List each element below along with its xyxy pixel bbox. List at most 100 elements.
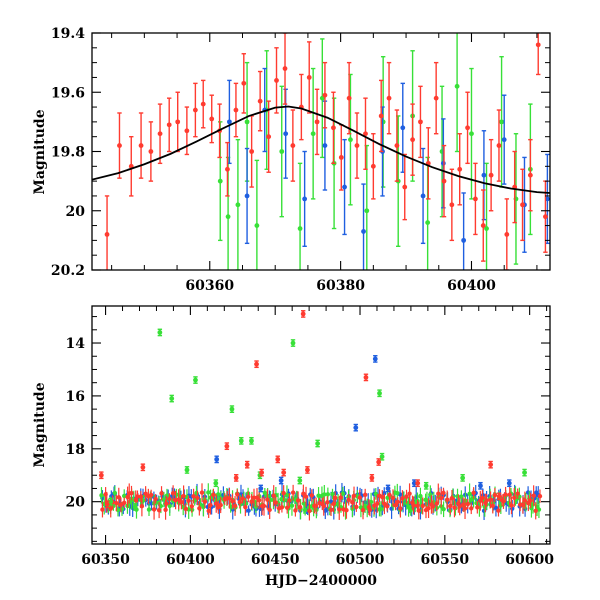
- baseline-point: [509, 496, 514, 515]
- red-data-point: [249, 115, 255, 188]
- baseline-point: [167, 493, 172, 505]
- baseline-point: [452, 498, 457, 518]
- baseline-point: [181, 485, 186, 507]
- baseline-point: [367, 503, 373, 517]
- green-data-point: [157, 328, 163, 337]
- baseline-point: [293, 504, 298, 517]
- green-data-point: [315, 439, 321, 448]
- red-data-point: [449, 168, 455, 242]
- red-data-point: [370, 133, 376, 200]
- baseline-point: [284, 485, 290, 505]
- red-data-point: [98, 471, 104, 480]
- red-data-point: [473, 162, 478, 236]
- x-tick-label: 60400: [447, 278, 496, 294]
- baseline-point: [256, 491, 262, 510]
- bottom-panel: 60350 60400 60450 60500 60550 60600 14 16 18 20 M…: [32, 305, 554, 589]
- bottom-plot-area: [98, 310, 543, 521]
- y-tick-label: 19.6: [51, 85, 85, 101]
- baseline-point: [333, 491, 338, 505]
- baseline-point: [262, 487, 268, 498]
- baseline-point: [290, 484, 296, 501]
- baseline-point: [216, 486, 221, 502]
- green-data-point: [522, 468, 527, 477]
- top-panel: 60360 60380 60400 19.4 19.6 19.8 20 20.2 Magnit…: [32, 26, 551, 294]
- red-data-point: [224, 442, 230, 451]
- baseline-point: [129, 485, 134, 501]
- baseline-point: [420, 497, 425, 515]
- baseline-point: [151, 499, 157, 520]
- blue-data-point: [411, 479, 417, 488]
- red-data-point: [254, 360, 259, 369]
- red-data-point: [394, 109, 400, 182]
- baseline-point: [99, 487, 104, 504]
- blue-data-point: [372, 355, 378, 363]
- green-data-point: [108, 497, 114, 506]
- baseline-point: [346, 494, 351, 506]
- baseline-band: [99, 482, 543, 521]
- y-tick-label: 19.8: [51, 145, 85, 161]
- red-data-point: [504, 198, 510, 270]
- x-tick-label: 60360: [185, 278, 234, 294]
- baseline-point: [183, 503, 189, 515]
- baseline-point: [400, 490, 405, 507]
- baseline-point: [390, 489, 396, 507]
- baseline-point: [232, 496, 238, 516]
- green-data-point: [423, 481, 429, 490]
- red-data-point: [512, 150, 518, 224]
- blue-data-point: [278, 476, 284, 485]
- baseline-point: [378, 501, 384, 517]
- red-data-point: [402, 153, 408, 221]
- baseline-point: [267, 500, 272, 520]
- baseline-point: [360, 500, 366, 520]
- baseline-point: [344, 501, 349, 519]
- y-tick-label: 20: [66, 495, 86, 511]
- baseline-point: [208, 495, 213, 515]
- red-data-point: [488, 460, 494, 469]
- baseline-point: [384, 501, 390, 512]
- red-data-point: [496, 492, 502, 501]
- green-data-point: [310, 67, 316, 200]
- red-data-point: [257, 70, 263, 132]
- baseline-point: [211, 488, 216, 501]
- baseline-point: [375, 494, 380, 513]
- baseline-point: [325, 496, 330, 509]
- baseline-point: [426, 498, 431, 519]
- red-data-point: [314, 88, 320, 156]
- red-data-point: [266, 100, 272, 173]
- baseline-point: [351, 486, 357, 506]
- y-tick-label: 20.2: [51, 263, 85, 279]
- baseline-point: [430, 499, 436, 514]
- red-data-point: [480, 189, 486, 262]
- baseline-point: [199, 483, 205, 502]
- red-data-point: [140, 463, 146, 472]
- bottom-plot-frame: [91, 305, 551, 545]
- baseline-point: [261, 496, 267, 516]
- baseline-point: [156, 502, 162, 519]
- red-data-point: [496, 109, 502, 182]
- baseline-point: [307, 501, 312, 521]
- red-data-point: [346, 61, 352, 135]
- red-data-point: [157, 103, 163, 165]
- baseline-point: [118, 497, 124, 513]
- baseline-point: [407, 483, 412, 504]
- baseline-point: [406, 496, 411, 517]
- baseline-point: [449, 489, 455, 507]
- red-data-point: [369, 474, 375, 482]
- baseline-point: [484, 494, 489, 507]
- green-data-point: [249, 436, 254, 445]
- y-tick-label: 16: [66, 389, 85, 405]
- baseline-point: [297, 502, 303, 513]
- baseline-point: [265, 489, 270, 510]
- red-data-point: [200, 79, 206, 129]
- baseline-point: [441, 487, 446, 499]
- baseline-point: [496, 504, 501, 517]
- baseline-point: [227, 488, 232, 509]
- red-data-point: [281, 468, 287, 477]
- baseline-point: [488, 491, 493, 509]
- green-data-point: [279, 85, 285, 218]
- y-tick-label: 20: [66, 204, 86, 220]
- baseline-point: [490, 498, 495, 514]
- baseline-point: [176, 489, 181, 510]
- baseline-point: [338, 492, 343, 503]
